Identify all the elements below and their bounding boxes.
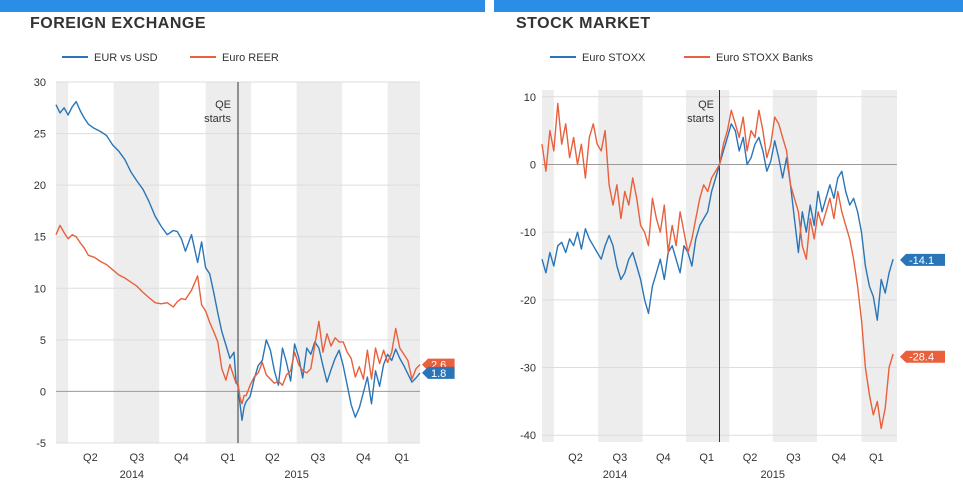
stocks-chart-title: STOCK MARKET <box>516 15 651 32</box>
x-quarter-label: Q1 <box>221 452 236 464</box>
y-tick-label: 30 <box>34 77 46 89</box>
legend-label: Euro REER <box>222 52 279 64</box>
qe-marker-label: QE <box>698 99 714 111</box>
x-year-label: 2015 <box>761 469 785 481</box>
shaded-quarter-band <box>387 82 420 443</box>
top-accent-bar-right <box>494 0 963 12</box>
y-tick-label: 0 <box>530 159 536 171</box>
x-quarter-label: Q1 <box>699 452 714 464</box>
y-tick-label: 0 <box>40 386 46 398</box>
x-quarter-label: Q3 <box>613 452 628 464</box>
end-value-flag: 1.8 <box>422 366 455 380</box>
qe-marker-label: starts <box>204 113 231 125</box>
fx-chart-title: FOREIGN EXCHANGE <box>30 15 207 32</box>
shaded-quarter-band <box>56 82 69 443</box>
y-tick-label: -5 <box>36 438 46 450</box>
x-quarter-label: Q3 <box>786 452 801 464</box>
end-value-label: 1.8 <box>431 368 446 380</box>
legend-item: Euro STOXX <box>550 52 646 64</box>
series-line-euro-stoxx <box>541 123 894 321</box>
x-quarter-label: Q2 <box>265 452 280 464</box>
x-quarter-label: Q1 <box>394 452 409 464</box>
y-tick-label: -40 <box>520 430 536 442</box>
x-quarter-label: Q2 <box>743 452 758 464</box>
qe-marker-label: QE <box>215 99 231 111</box>
legend-item: EUR vs USD <box>62 52 158 64</box>
shaded-quarter-band <box>113 82 160 443</box>
end-value-flag: -28.4 <box>900 350 945 364</box>
top-accent-bar-left <box>0 0 485 12</box>
shaded-quarter-band <box>598 90 643 442</box>
x-quarter-label: Q3 <box>311 452 326 464</box>
shaded-quarter-band <box>772 90 818 442</box>
y-tick-label: 10 <box>34 283 46 295</box>
legend-item: Euro STOXX Banks <box>684 52 814 64</box>
x-year-label: 2014 <box>120 469 144 481</box>
series-line-euro-stoxx-banks <box>541 102 894 430</box>
y-tick-label: 20 <box>34 180 46 192</box>
end-value-label: -14.1 <box>909 255 934 267</box>
y-tick-label: 10 <box>524 92 536 104</box>
stocks-chart: 10 0 -10 -20 -30 -40 QE starts -14.1 -28.4 Q2 Q3 Q4 Q… <box>520 52 945 481</box>
x-quarter-label: Q4 <box>174 452 189 464</box>
y-tick-label: 15 <box>34 232 46 244</box>
x-quarter-label: Q2 <box>568 452 583 464</box>
x-quarter-label: Q4 <box>356 452 371 464</box>
legend-label: Euro STOXX <box>582 52 646 64</box>
x-year-label: 2014 <box>603 469 627 481</box>
y-tick-label: 25 <box>34 129 46 141</box>
end-value-label: -28.4 <box>909 352 934 364</box>
end-value-flag-shape <box>900 350 945 363</box>
series-line-eur-vs-usd <box>55 100 421 421</box>
legend-label: Euro STOXX Banks <box>716 52 814 64</box>
x-quarter-label: Q4 <box>831 452 846 464</box>
y-tick-label: -20 <box>520 295 536 307</box>
x-year-label: 2015 <box>284 469 308 481</box>
legend-item: Euro REER <box>190 52 279 64</box>
x-quarter-label: Q4 <box>656 452 671 464</box>
qe-marker-label: starts <box>687 113 714 125</box>
end-value-flag-shape <box>422 366 455 379</box>
x-quarter-label: Q3 <box>130 452 145 464</box>
shaded-quarter-band <box>296 82 343 443</box>
x-quarter-label: Q2 <box>83 452 98 464</box>
y-tick-label: -10 <box>520 227 536 239</box>
y-tick-label: -30 <box>520 363 536 375</box>
end-value-flag: -14.1 <box>900 253 945 267</box>
y-tick-label: 5 <box>40 335 46 347</box>
legend-label: EUR vs USD <box>94 52 158 64</box>
shaded-quarter-band <box>205 82 252 443</box>
end-value-flag-shape <box>900 253 945 266</box>
series-line-euro-reer <box>55 224 421 405</box>
x-quarter-label: Q1 <box>869 452 884 464</box>
